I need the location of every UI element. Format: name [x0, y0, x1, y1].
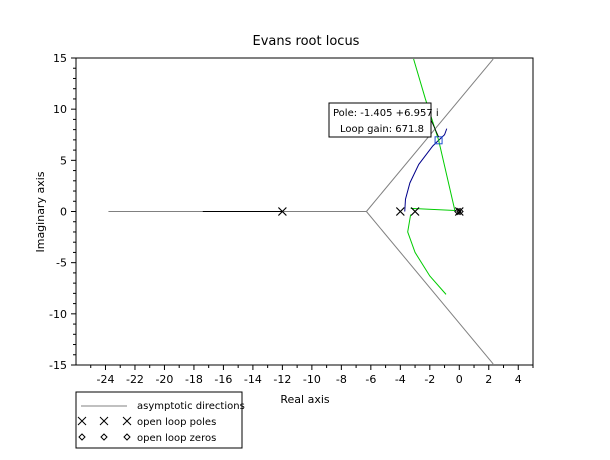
x-tick-label: -6 [365, 373, 376, 386]
x-tick-label: -2 [424, 373, 435, 386]
x-tick-label: 4 [515, 373, 522, 386]
x-tick-label: -14 [244, 373, 262, 386]
y-tick-label: -5 [56, 257, 67, 270]
x-tick-label: -10 [303, 373, 321, 386]
y-tick-label: 10 [53, 103, 67, 116]
open-loop-pole-marker [395, 207, 405, 216]
x-tick-label: 0 [456, 373, 463, 386]
x-tick-label: -22 [126, 373, 144, 386]
x-tick-label: -16 [214, 373, 232, 386]
y-axis-ticks: 15 10 5 0 -5 -10 -15 [49, 52, 76, 372]
series-line-0 [366, 211, 494, 365]
open-loop-pole-marker [277, 207, 287, 216]
x-tick-label: 2 [485, 373, 492, 386]
legend-entry-asymptotic-directions: asymptotic directions [137, 401, 245, 412]
x-tick-label: -8 [336, 373, 347, 386]
series-line-3 [407, 214, 447, 295]
series-line-2 [404, 128, 448, 212]
plot-series [108, 58, 494, 365]
y-tick-label: 5 [60, 154, 67, 167]
open-loop-zero-marker [456, 207, 464, 216]
open-loop-pole-marker [410, 207, 420, 216]
datatip-line-1: Pole: -1.405 +6.957 i [333, 108, 439, 119]
legend-entry-open-loop-poles: open loop poles [137, 417, 216, 428]
open-loop-zero-marker [454, 207, 462, 216]
legend: asymptotic directions open loop poles op… [75, 391, 245, 449]
y-axis-label: Imaginary axis [34, 171, 47, 252]
x-tick-label: -4 [395, 373, 406, 386]
datatip-leader [430, 119, 439, 137]
datatip-box [328, 102, 432, 138]
x-tick-label: -12 [273, 373, 291, 386]
datatip-line-2: Loop gain: 671.8 [340, 124, 424, 135]
y-tick-label: -15 [49, 359, 67, 372]
legend-entry-open-loop-zeros: open loop zeros [137, 433, 216, 444]
open-loop-pole-marker [454, 207, 464, 216]
y-tick-label: 0 [60, 206, 67, 219]
legend-cross-icon [77, 416, 132, 426]
series-line-3 [410, 58, 456, 212]
x-axis-label: Real axis [280, 393, 330, 406]
pole-zero-markers [277, 207, 464, 216]
y-tick-label: -10 [49, 308, 67, 321]
y-tick-label: 15 [53, 52, 67, 65]
x-tick-label: -20 [155, 373, 173, 386]
legend-diamond-icon [78, 433, 131, 441]
x-axis-ticks: -24 -22 -20 -18 -16 -14 -12 -10 -8 -6 -4 -2 0 2 4 [90, 365, 534, 386]
chart-title: Evans root locus [253, 34, 360, 49]
datatip[interactable]: Pole: -1.405 +6.957 i Loop gain: 671.8 [328, 102, 443, 145]
x-tick-label: -18 [185, 373, 203, 386]
x-tick-label: -24 [96, 373, 114, 386]
